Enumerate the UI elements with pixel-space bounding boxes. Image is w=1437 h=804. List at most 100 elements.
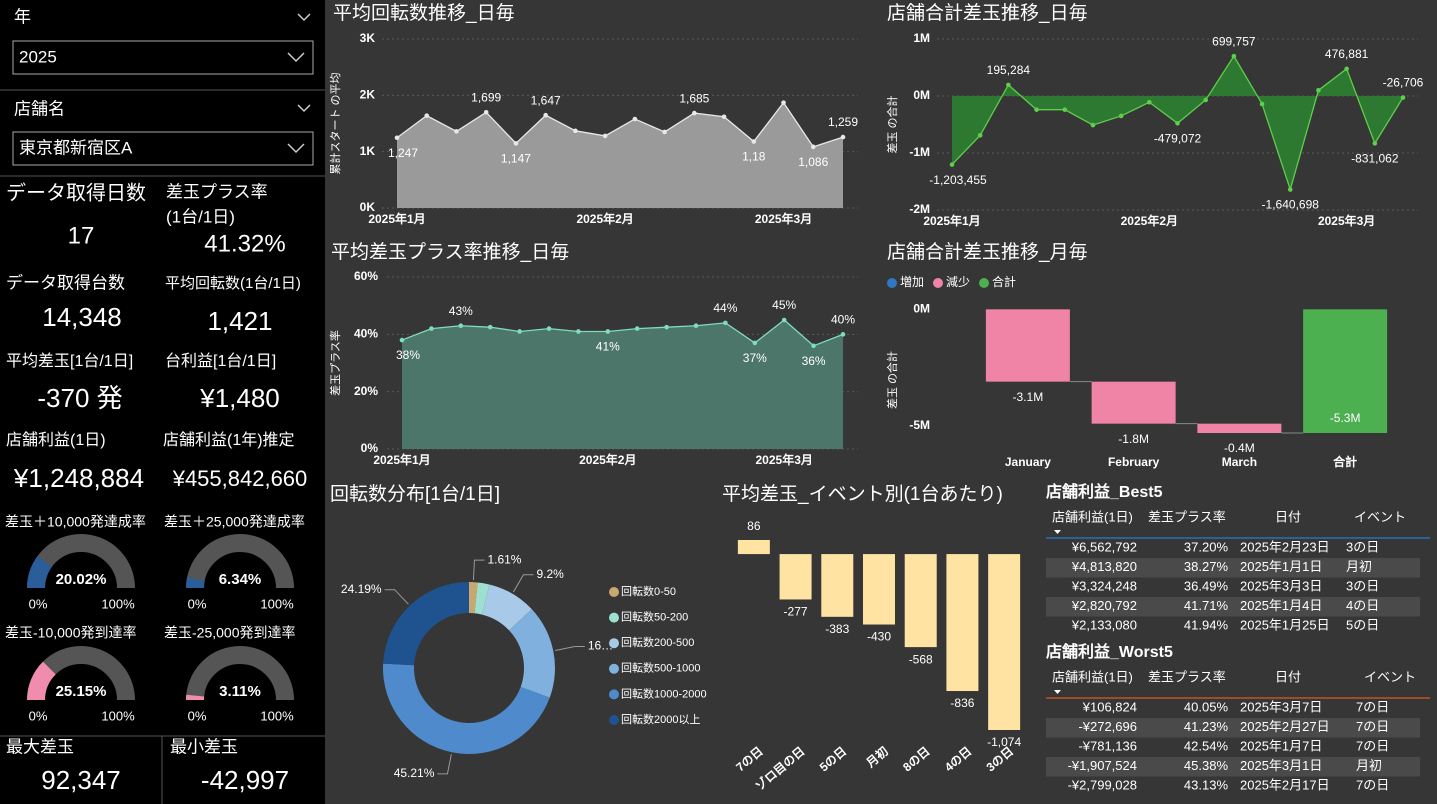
kpi-label: 最大差玉 [6, 737, 74, 756]
table-cell: 36.49% [1184, 578, 1229, 593]
legend-swatch [609, 612, 619, 623]
y-tick-label: 1K [360, 144, 376, 158]
data-label: 37% [743, 351, 767, 365]
y-tick-label: 0M [913, 88, 930, 102]
y-tick-label: 0M [913, 302, 930, 316]
x-tick-label: 2025年3月 [756, 452, 813, 467]
chevrons [287, 13, 311, 154]
kpi-label: 店舗利益(1日) [6, 431, 106, 449]
y-axis-title: 差玉 の合計 [885, 351, 899, 409]
bar [946, 554, 979, 692]
table-cell: ¥3,324,248 [1071, 578, 1137, 593]
point [576, 329, 581, 334]
table-cell: 2025年1月4日 [1240, 598, 1322, 613]
table-cell: 2025年1月25日 [1240, 617, 1330, 632]
gauge-value-label: 3.11% [219, 683, 261, 700]
table-cell: 41.71% [1184, 598, 1229, 613]
point [1147, 99, 1152, 105]
x-tick-label: 2025年1月 [923, 213, 980, 228]
gauge-tick-label: 100% [260, 708, 294, 723]
point [1203, 97, 1208, 103]
table-cell: -¥781,136 [1078, 738, 1137, 753]
point [692, 110, 697, 116]
legend-label: 回転数500-1000 [621, 662, 701, 675]
data-label: -1,074 [987, 735, 1021, 749]
table-cell: 7の日 [1356, 777, 1389, 792]
table-cell: 月初 [1356, 758, 1382, 773]
table-cell: 43.13% [1184, 777, 1229, 792]
data-label: -277 [784, 605, 808, 619]
y-axis-title: 累計スタート の平均 [328, 72, 342, 174]
gauge-value [186, 577, 205, 589]
row-stripe [1046, 757, 1420, 777]
gauge-tick-label: 100% [101, 708, 135, 723]
gauge-tick-label: 0% [188, 596, 207, 611]
kpi-label: 台利益[1台/1日] [165, 352, 276, 370]
legend-swatch [609, 715, 619, 725]
column-header: 差玉プラス率 [1148, 669, 1226, 684]
gauge-value [27, 661, 56, 701]
slicer-box[interactable] [12, 131, 314, 166]
x-tick-label: February [1108, 455, 1160, 469]
legend-label: 回転数50-200 [621, 611, 688, 624]
point [517, 329, 522, 334]
column-header: イベント [1354, 509, 1406, 524]
table-cell: 5の日 [1346, 617, 1379, 632]
data-label: 86 [747, 519, 761, 533]
column-header: 差玉プラス率 [1148, 509, 1226, 524]
gauge-value-label: 25.15% [56, 683, 107, 700]
bar [737, 540, 770, 555]
table-cell: -¥2,799,028 [1068, 777, 1137, 792]
table-cell: 42.54% [1184, 738, 1229, 753]
column-header: イベント [1364, 669, 1416, 684]
data-label: -26,706 [1383, 76, 1424, 90]
point [1175, 121, 1180, 126]
slicer-box[interactable] [12, 40, 314, 75]
table-cell: 38.27% [1184, 559, 1229, 574]
y-axis-title: 差玉 の合計 [885, 95, 899, 153]
point [662, 129, 667, 135]
point [723, 320, 728, 326]
data-label: 45.21% [394, 766, 435, 780]
legend-swatch [609, 638, 619, 649]
point [1287, 187, 1293, 192]
bar [1303, 309, 1388, 433]
sort-indicator [1054, 530, 1061, 534]
leader-line [437, 754, 452, 775]
point [664, 324, 669, 330]
data-label: -383 [825, 622, 849, 636]
bar [1091, 381, 1176, 424]
point [543, 112, 548, 118]
point [458, 323, 464, 329]
point [546, 326, 552, 331]
data-label: 1,086 [798, 155, 828, 169]
point [424, 113, 430, 118]
data-label: -568 [909, 652, 933, 666]
data-label: 1,147 [501, 152, 531, 166]
table-cell: ¥2,133,080 [1071, 617, 1137, 632]
point [751, 139, 757, 144]
kpi-label: データ取得日数 [6, 181, 146, 204]
table-cell: 2025年2月23日 [1240, 539, 1330, 554]
data-label: 1,699 [471, 90, 501, 104]
bar [1197, 423, 1282, 433]
table-cell: 37.20% [1184, 539, 1229, 554]
gauge-track [186, 534, 294, 589]
legend-swatch [933, 278, 943, 288]
table-cell: 3の日 [1346, 539, 1379, 554]
point [454, 129, 459, 134]
slice [509, 609, 556, 698]
slice [474, 582, 490, 615]
point [810, 144, 816, 150]
table-cell: -¥1,907,524 [1068, 758, 1137, 773]
slicer-label: 年 [14, 7, 31, 26]
table-cell: 41.94% [1184, 617, 1229, 632]
kpi-value: -370 発 [37, 383, 122, 413]
table-cell: ¥6,562,792 [1071, 539, 1137, 554]
kpi-label: 店舗利益(1年)推定 [163, 431, 295, 449]
y-tick-label: 40% [354, 327, 378, 341]
legend-swatch [979, 278, 989, 288]
data-label: -1.8M [1118, 432, 1149, 446]
bar [863, 554, 895, 625]
